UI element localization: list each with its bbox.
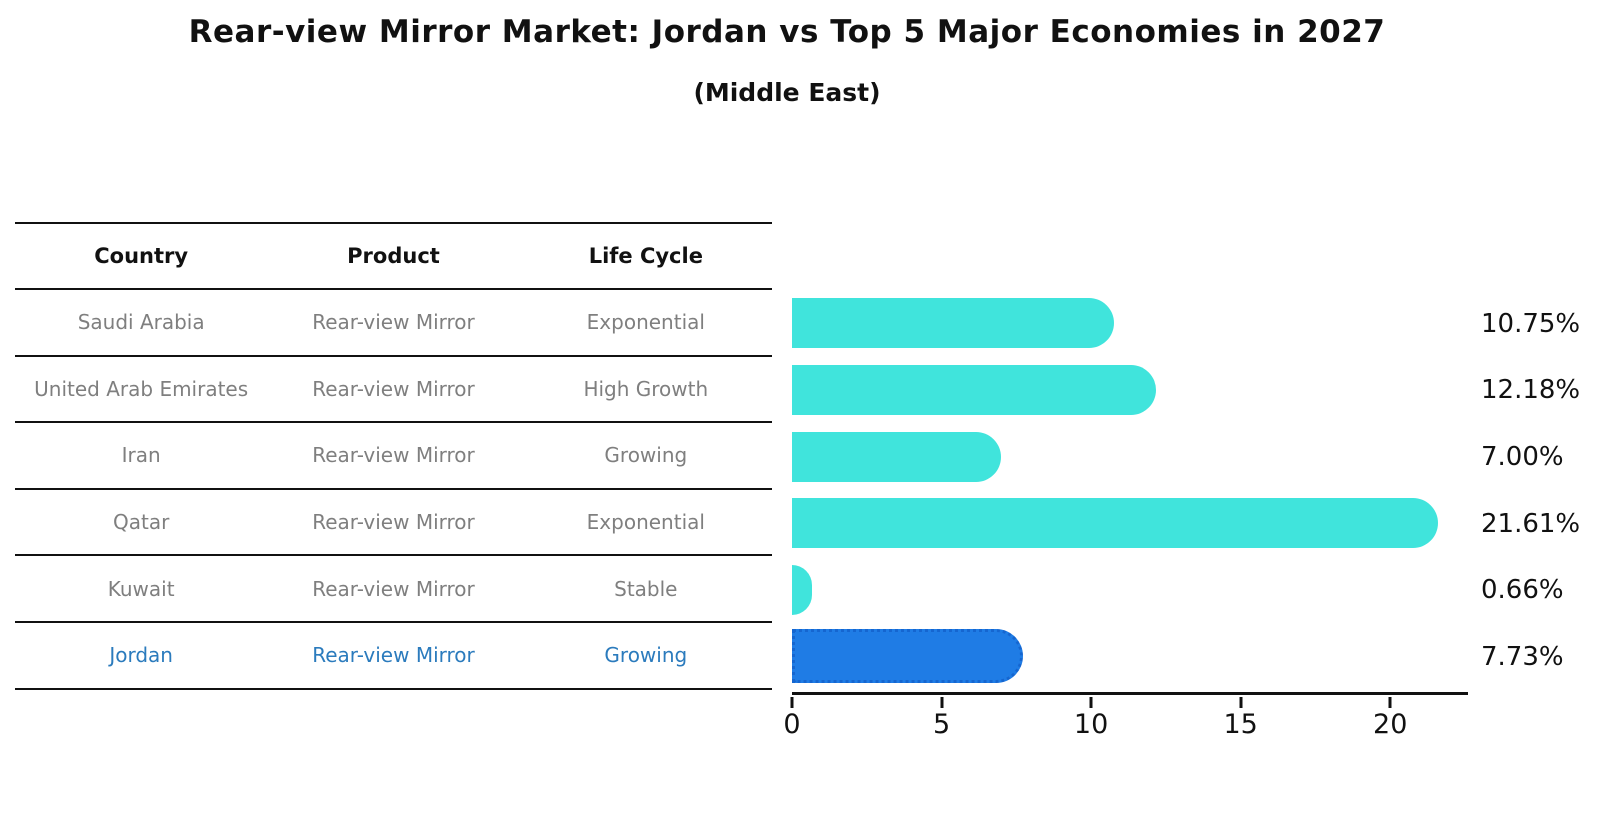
- life-cycle-cell: Stable: [614, 576, 678, 601]
- product-cell: Rear-view Mirror: [312, 376, 475, 401]
- table-header-row: Country Product Life Cycle: [15, 222, 772, 290]
- country-cell: United Arab Emirates: [34, 376, 249, 401]
- country-cell: Jordan: [109, 643, 173, 668]
- x-axis-tick-label: 15: [1223, 709, 1258, 740]
- chart-subtitle: (Middle East): [693, 78, 881, 107]
- bar-uae: [792, 365, 1157, 415]
- life-cycle-cell: Exponential: [586, 510, 705, 535]
- x-axis-tick: [1388, 697, 1392, 708]
- chart-title: Rear-view Mirror Market: Jordan vs Top 5…: [188, 14, 1386, 50]
- table-row-kuwait: Kuwait Rear-view Mirror Stable: [15, 556, 772, 623]
- column-header-life-cycle: Life Cycle: [588, 244, 703, 268]
- country-cell: Qatar: [113, 510, 170, 535]
- bar-plot-area: 0 5 10 15 20: [783, 222, 1468, 740]
- product-cell: Rear-view Mirror: [312, 643, 475, 668]
- x-axis-tick: [940, 697, 944, 708]
- bar-qatar: [792, 498, 1439, 548]
- product-cell: Rear-view Mirror: [312, 576, 475, 601]
- value-label-qatar: 21.61%: [1481, 509, 1581, 539]
- x-axis-tick-label: 20: [1373, 709, 1408, 740]
- table-row-jordan: Jordan Rear-view Mirror Growing: [15, 623, 772, 690]
- value-label-uae: 12.18%: [1481, 375, 1581, 405]
- bar-jordan-highlighted: [792, 629, 1024, 683]
- bar-saudi-arabia: [792, 298, 1114, 348]
- country-cell: Saudi Arabia: [77, 310, 205, 335]
- country-table: Country Product Life Cycle Saudi Arabia …: [15, 222, 772, 690]
- value-label-iran: 7.00%: [1481, 442, 1564, 472]
- value-label-kuwait: 0.66%: [1481, 575, 1564, 605]
- x-axis-tick: [1089, 697, 1093, 708]
- table-row-saudi-arabia: Saudi Arabia Rear-view Mirror Exponentia…: [15, 290, 772, 357]
- life-cycle-cell: High Growth: [583, 376, 709, 401]
- life-cycle-cell: Growing: [604, 643, 688, 668]
- life-cycle-cell: Growing: [604, 443, 688, 468]
- life-cycle-cell: Exponential: [586, 310, 705, 335]
- x-axis-tick: [1239, 697, 1243, 708]
- product-cell: Rear-view Mirror: [312, 310, 475, 335]
- country-cell: Kuwait: [107, 576, 175, 601]
- column-header-country: Country: [94, 244, 189, 268]
- x-axis-tick: [790, 697, 794, 708]
- product-cell: Rear-view Mirror: [312, 510, 475, 535]
- product-cell: Rear-view Mirror: [312, 443, 475, 468]
- x-axis-tick-label: 0: [783, 709, 801, 740]
- column-header-product: Product: [347, 244, 440, 268]
- x-axis-tick-label: 10: [1073, 709, 1109, 740]
- bar-iran: [792, 432, 1002, 482]
- bar-kuwait: [792, 565, 812, 615]
- table-row-uae: United Arab Emirates Rear-view Mirror Hi…: [15, 357, 772, 424]
- table-row-qatar: Qatar Rear-view Mirror Exponential: [15, 490, 772, 557]
- table-row-iran: Iran Rear-view Mirror Growing: [15, 423, 772, 490]
- value-label-saudi-arabia: 10.75%: [1481, 309, 1581, 339]
- country-cell: Iran: [121, 443, 161, 468]
- x-axis-tick-label: 5: [932, 709, 951, 740]
- value-label-jordan: 7.73%: [1481, 642, 1564, 672]
